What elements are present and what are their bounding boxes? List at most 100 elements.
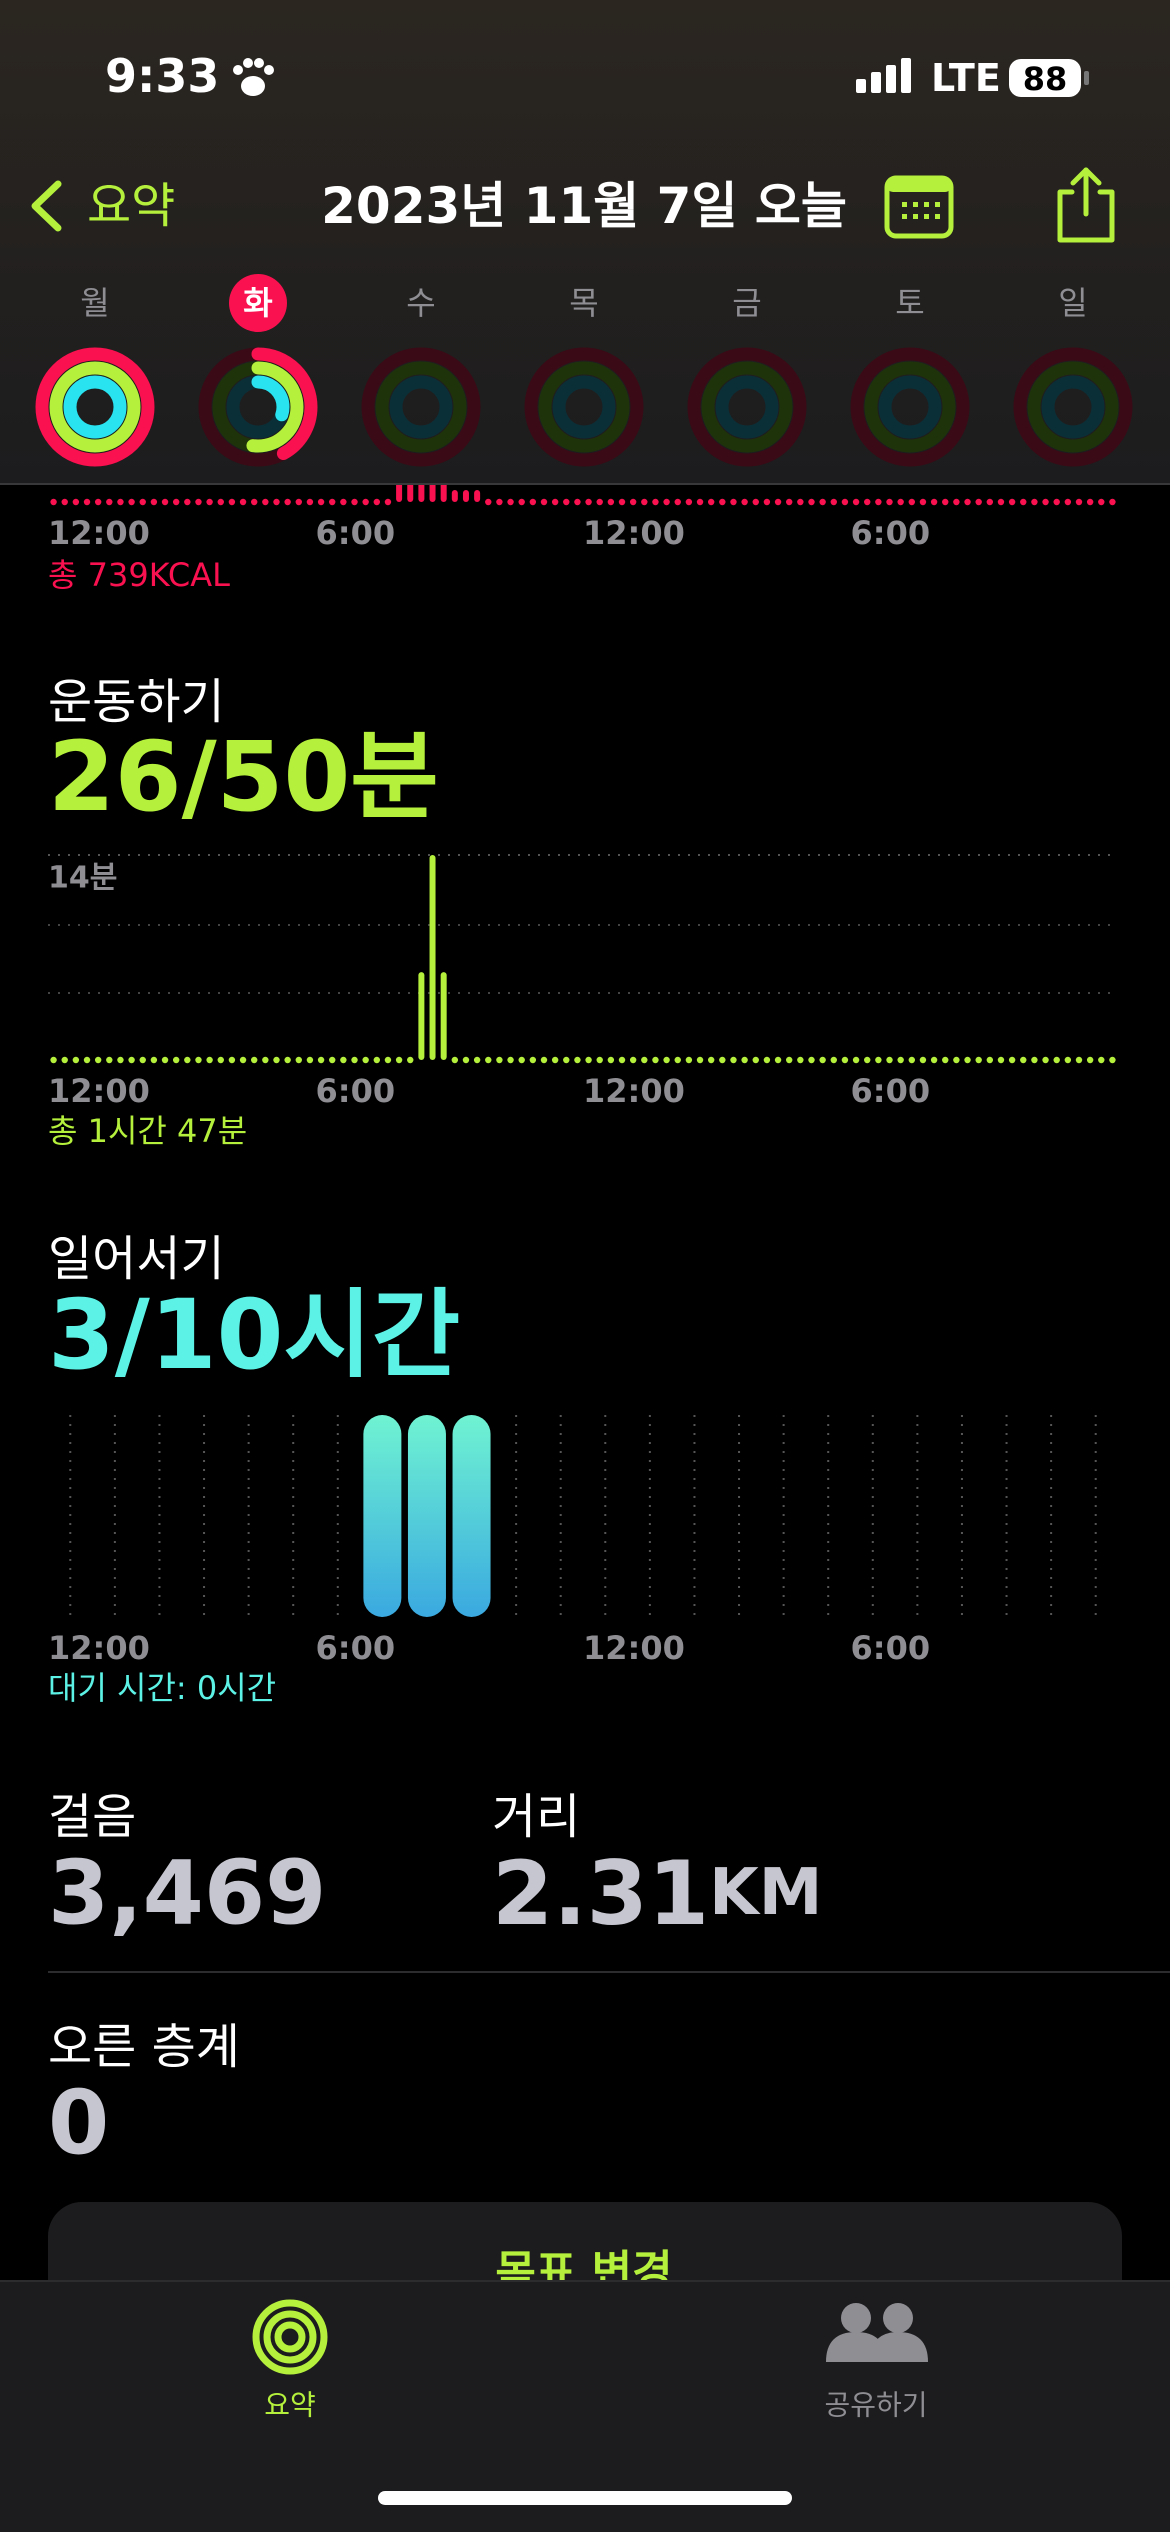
exercise-zero-dot <box>852 1056 860 1064</box>
exercise-zero-dot <box>184 1056 191 1064</box>
ring-track <box>1027 361 1119 453</box>
move-zero-dot <box>1098 498 1105 506</box>
move-zero-dot <box>875 498 882 506</box>
move-zero-dot <box>518 498 525 506</box>
exercise-zero-dot <box>652 1056 659 1064</box>
exercise-zero-dot <box>518 1056 525 1064</box>
move-zero-dot <box>306 498 314 506</box>
summary-tab-icon <box>263 2310 317 2364</box>
x-tick-label: 6:00 <box>851 1072 931 1110</box>
exercise-zero-dot <box>975 1056 982 1064</box>
ring-track <box>878 375 942 439</box>
distance-unit: KM <box>709 1856 822 1930</box>
move-zero-dot <box>997 498 1005 506</box>
stand-summary: 3/10시간 <box>48 1279 460 1391</box>
exercise-zero-dot <box>384 1056 392 1064</box>
exercise-zero-dot <box>819 1056 826 1064</box>
stand-bar <box>407 1415 446 1617</box>
share-button[interactable] <box>1057 167 1115 243</box>
back-chevron[interactable] <box>31 180 62 232</box>
day-label[interactable]: 월 <box>80 284 109 322</box>
day-label[interactable]: 목 <box>569 284 598 322</box>
stand-bar <box>363 1415 402 1617</box>
move-zero-dot <box>696 498 704 506</box>
ring-track <box>538 361 630 453</box>
exercise-zero-dot <box>273 1056 280 1064</box>
move-zero-dot <box>206 498 213 506</box>
exercise-zero-dot <box>930 1056 938 1064</box>
move-zero-dot <box>919 498 927 506</box>
tab-bar: 요약 공유하기 <box>0 2280 1170 2532</box>
move-zero-dot <box>830 498 837 506</box>
exercise-zero-dot <box>295 1056 302 1064</box>
move-zero-dot <box>373 498 381 506</box>
move-zero-dot <box>563 498 570 506</box>
day-label[interactable]: 금 <box>732 284 761 322</box>
move-zero-dot <box>607 498 615 506</box>
paw-icon <box>233 58 274 96</box>
ring-track <box>864 361 956 453</box>
x-tick-label: 12:00 <box>48 1072 150 1110</box>
exercise-zero-dot <box>596 1056 603 1064</box>
exercise-zero-dot <box>195 1056 202 1064</box>
tab-label[interactable]: 요약 <box>264 2389 316 2422</box>
move-zero-dot <box>161 498 169 506</box>
exercise-zero-dot <box>674 1056 681 1064</box>
ring-progress <box>63 375 127 439</box>
exercise-zero-dot <box>785 1056 793 1064</box>
move-zero-dot <box>150 498 158 506</box>
day-label[interactable]: 토 <box>895 284 924 322</box>
back-button[interactable]: 요약 <box>87 178 175 234</box>
x-tick-label: 6:00 <box>316 1629 396 1667</box>
day-label[interactable]: 화 <box>243 284 272 322</box>
summary-tab-icon <box>274 2321 306 2353</box>
exercise-zero-dot <box>696 1056 704 1064</box>
exercise-zero-dot <box>172 1056 180 1064</box>
exercise-zero-dot <box>329 1056 336 1064</box>
exercise-total: 총 1시간 47분 <box>48 1112 247 1150</box>
move-zero-dot <box>317 498 325 506</box>
ring-progress <box>212 361 304 453</box>
calendar-button[interactable] <box>884 175 954 239</box>
move-zero-dot <box>83 498 91 506</box>
day-label[interactable]: 일 <box>1058 284 1087 322</box>
battery-level: 88 <box>1023 60 1068 98</box>
move-zero-dot <box>284 498 291 506</box>
day-label[interactable]: 수 <box>406 284 435 322</box>
move-zero-dot <box>340 498 347 506</box>
exercise-zero-dot <box>685 1056 693 1064</box>
network-label: LTE <box>931 56 1001 100</box>
move-zero-dot <box>250 498 258 506</box>
tab-label[interactable]: 공유하기 <box>824 2389 927 2422</box>
move-zero-dot <box>50 498 57 506</box>
home-indicator <box>378 2491 792 2505</box>
exercise-zero-dot <box>1053 1056 1060 1064</box>
exercise-zero-dot <box>964 1056 971 1064</box>
exercise-zero-dot <box>485 1056 492 1064</box>
person-body <box>870 2332 928 2362</box>
exercise-zero-dot <box>217 1056 224 1064</box>
ring-track <box>1041 375 1105 439</box>
move-zero-dot <box>942 498 949 506</box>
exercise-zero-dot <box>228 1056 236 1064</box>
calendar-band <box>887 178 951 192</box>
exercise-zero-dot <box>629 1056 637 1064</box>
exercise-zero-dot <box>117 1056 124 1064</box>
stat-label: 거리 <box>492 1789 580 1845</box>
exercise-zero-dot <box>206 1056 213 1064</box>
exercise-bar <box>429 855 436 1060</box>
exercise-zero-dot <box>139 1056 146 1064</box>
move-bar <box>451 490 458 502</box>
exercise-zero-dot <box>340 1056 347 1064</box>
stat-value: 0 <box>48 2072 109 2175</box>
move-zero-dot <box>540 498 548 506</box>
exercise-zero-dot <box>663 1056 670 1064</box>
ring-track <box>361 347 481 467</box>
move-zero-dot <box>72 498 80 506</box>
move-zero-dot <box>1031 498 1038 506</box>
exercise-zero-dot <box>774 1056 782 1064</box>
exercise-zero-dot <box>1064 1056 1072 1064</box>
exercise-zero-dot <box>284 1056 291 1064</box>
exercise-zero-dot <box>473 1056 481 1064</box>
